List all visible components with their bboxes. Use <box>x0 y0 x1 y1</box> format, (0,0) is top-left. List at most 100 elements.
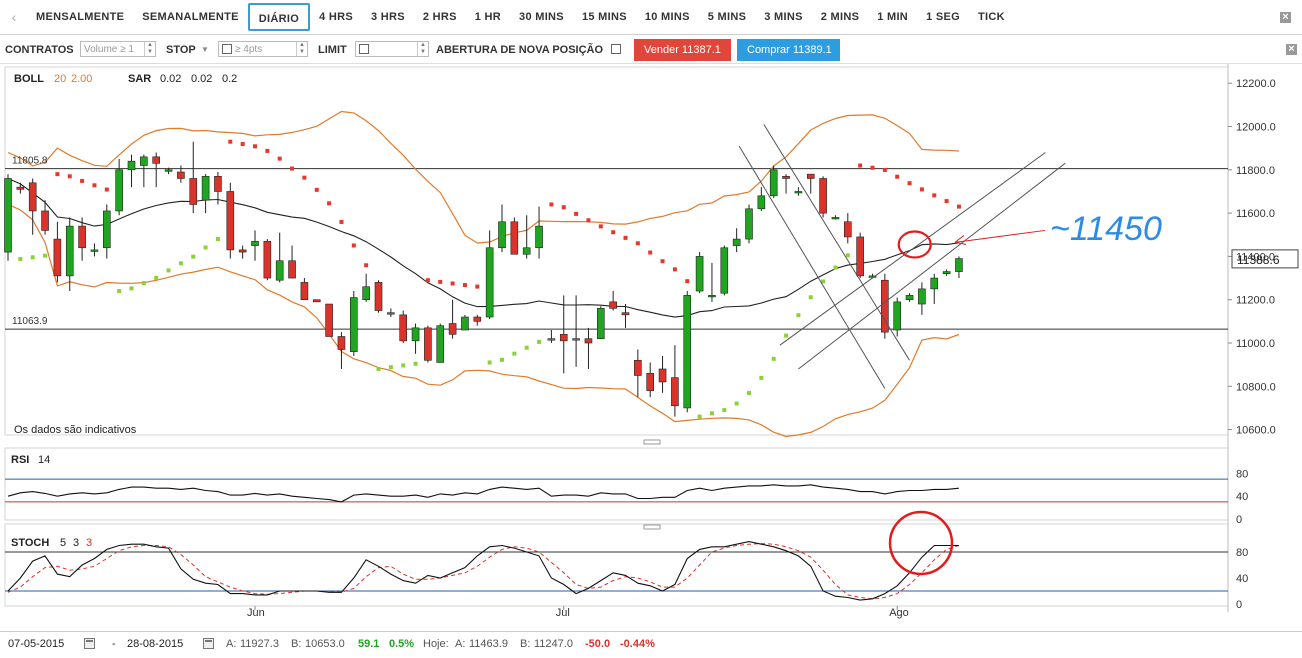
sar-dot-53 <box>660 259 665 264</box>
sell-button[interactable]: Vender 11387.1 <box>634 39 731 61</box>
boll-middle-line <box>7 177 959 318</box>
close-timeframe-icon[interactable]: × <box>1280 12 1291 23</box>
candle-body-35 <box>436 325 445 363</box>
panel-frame-2 <box>4 523 1229 607</box>
stop-dropdown-icon[interactable]: ▼ <box>201 45 209 54</box>
calendar-from-icon[interactable] <box>84 638 95 649</box>
candle-body-32 <box>399 314 408 342</box>
sar-dot-39 <box>487 360 492 365</box>
date-separator: - <box>112 638 116 650</box>
close-order-bar-icon[interactable]: × <box>1286 44 1297 55</box>
timeframe-15[interactable]: TICK <box>977 11 1005 23</box>
candle-body-59 <box>732 238 741 246</box>
candle-body-30 <box>374 282 383 311</box>
timeframe-5[interactable]: 2 HRS <box>422 11 457 23</box>
timeframe-12[interactable]: 2 MINS <box>820 11 860 23</box>
candle-body-6 <box>78 225 86 249</box>
new-position-label: ABERTURA DE NOVA POSIÇÃO <box>436 44 604 56</box>
scroll-left-icon[interactable]: ‹ <box>11 9 17 25</box>
price-chart[interactable]: 12200.0 12000.0 11800.0 11600.0 11400.0 11200… <box>0 64 1302 631</box>
timeframe-2[interactable]: DIÁRIO <box>247 3 311 31</box>
sar-dot-25 <box>314 187 319 192</box>
candle-body-60 <box>745 208 753 240</box>
candle-body-31 <box>387 312 395 315</box>
candle-body-54 <box>671 377 679 407</box>
sar-dot-69 <box>858 163 863 168</box>
sar-dot-72 <box>895 174 900 179</box>
sar-param-0: 0.02 <box>160 73 181 85</box>
sar-dot-5 <box>67 174 72 179</box>
candle-body-22 <box>275 260 284 281</box>
candle-body-5 <box>65 225 74 277</box>
timeframe-4[interactable]: 3 HRS <box>370 11 405 23</box>
sar-dot-68 <box>845 253 850 258</box>
candle-body-56 <box>695 256 704 292</box>
sar-dot-2 <box>30 255 35 260</box>
sar-dot-7 <box>92 183 97 188</box>
candle-body-21 <box>263 240 272 279</box>
low-label: B: <box>291 638 302 650</box>
sar-dot-57 <box>709 411 714 416</box>
new-position-checkbox[interactable] <box>611 44 621 54</box>
sar-dot-30 <box>376 366 381 371</box>
candle-body-17 <box>214 176 222 192</box>
today-high: 11463.9 <box>469 638 508 650</box>
sar-dot-58 <box>722 408 727 413</box>
timeframe-13[interactable]: 1 MIN <box>877 11 909 23</box>
sar-dot-26 <box>327 201 332 206</box>
timeframe-3[interactable]: 4 HRS <box>319 11 353 23</box>
sar-dot-36 <box>450 281 455 286</box>
timeframe-11[interactable]: 3 MINS <box>764 11 803 23</box>
stoch-tick-label-1: 40 <box>1236 573 1248 585</box>
y-tick-label-5: 11200.0 <box>1236 295 1275 307</box>
boll-upper-line <box>7 110 959 244</box>
limit-input[interactable]: ▲ ▼ <box>355 41 429 57</box>
candle-body-49 <box>609 301 617 309</box>
annotation-arrow-line <box>954 229 1046 243</box>
timeframe-bar: ‹ MENSALMENTE SEMANALMENTE DIÁRIO 4 HRS 3 HR… <box>0 0 1302 35</box>
volume-spinner-icon[interactable]: ▲ ▼ <box>144 42 155 56</box>
candle-body-75 <box>930 277 939 290</box>
calendar-to-icon[interactable] <box>203 638 214 649</box>
timeframe-10[interactable]: 5 MINS <box>707 11 747 23</box>
sar-dot-16 <box>203 245 208 250</box>
date-from[interactable]: 07-05-2015 <box>8 638 65 650</box>
timeframe-9[interactable]: 10 MINS <box>644 11 690 23</box>
volume-placeholder: Volume ≥ 1 <box>84 44 134 55</box>
limit-checkbox[interactable] <box>359 44 369 55</box>
timeframe-7[interactable]: 30 MINS <box>519 11 564 23</box>
timeframe-1[interactable]: SEMANALMENTE <box>142 11 239 23</box>
stop-spinner-icon[interactable]: ▲ ▼ <box>296 42 307 56</box>
limit-spinner-icon[interactable]: ▲ ▼ <box>417 42 428 56</box>
candle-body-47 <box>584 338 593 344</box>
sar-dot-18 <box>228 139 233 144</box>
candle-body-16 <box>201 176 210 201</box>
today-high-label: A: <box>455 638 466 650</box>
timeframe-6[interactable]: 1 HR <box>474 11 502 23</box>
annotation-text: ~11450 <box>1050 210 1162 248</box>
sar-dot-32 <box>401 363 406 368</box>
timeframe-14[interactable]: 1 SEG <box>926 11 960 23</box>
sar-dot-8 <box>104 187 109 192</box>
timeframe-8[interactable]: 15 MINS <box>581 11 627 23</box>
sar-dot-23 <box>290 166 295 171</box>
stoch-param-0: 5 <box>60 537 66 549</box>
annotation-arrowhead <box>954 234 967 245</box>
contracts-label: CONTRATOS <box>5 44 74 56</box>
buy-button[interactable]: Comprar 11389.1 <box>737 39 840 61</box>
sar-dot-49 <box>611 230 616 235</box>
stop-input[interactable]: ≥ 4pts ▲ ▼ <box>218 41 308 57</box>
sar-dot-62 <box>771 356 776 361</box>
date-to[interactable]: 28-08-2015 <box>127 638 184 650</box>
candle-body-39 <box>485 247 494 318</box>
stop-checkbox[interactable] <box>222 44 232 55</box>
candle-body-8 <box>103 210 111 249</box>
boll-label: BOLL <box>14 73 44 85</box>
sar-dot-28 <box>351 243 356 248</box>
candle-body-11 <box>140 156 148 166</box>
candle-body-58 <box>720 247 729 294</box>
volume-input[interactable]: Volume ≥ 1 ▲ ▼ <box>80 41 156 57</box>
disclaimer-note: Os dados são indicativos <box>14 424 137 436</box>
timeframe-0[interactable]: MENSALMENTE <box>36 11 125 23</box>
candle-body-53 <box>658 368 667 383</box>
